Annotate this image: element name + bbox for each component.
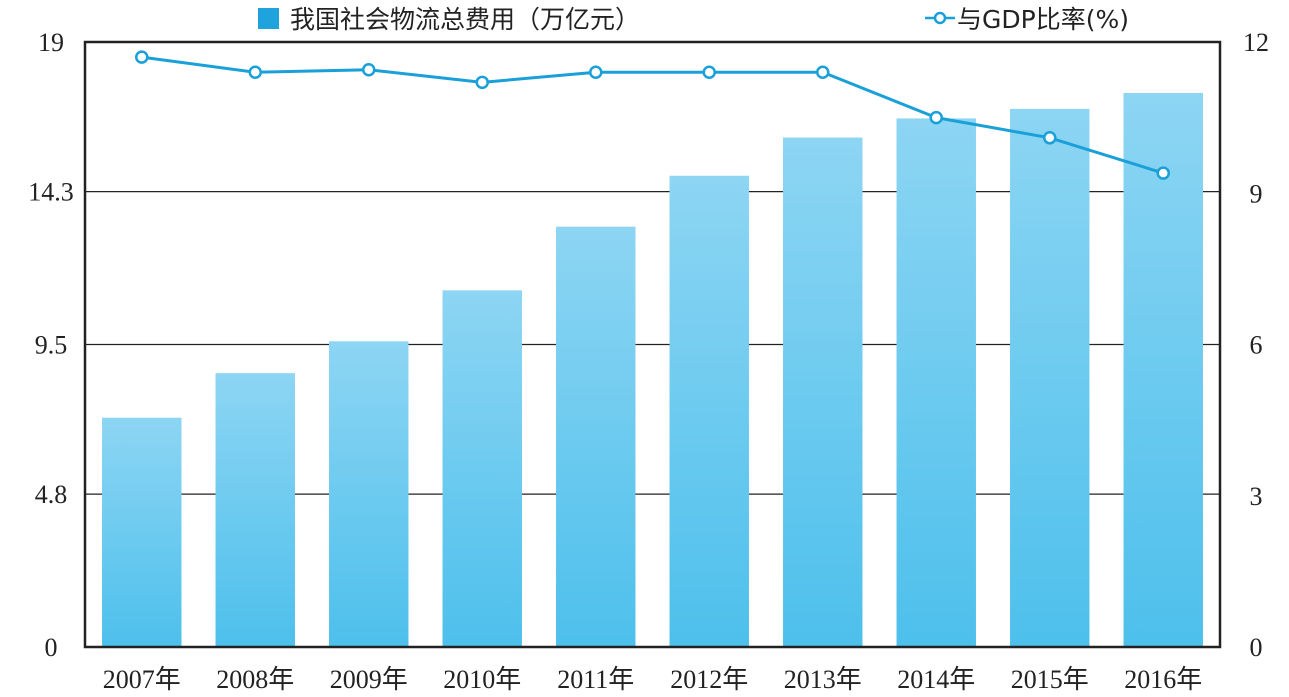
line-point: [1156, 166, 1170, 180]
x-tick-label: 2012年: [670, 665, 748, 694]
line-point: [816, 65, 830, 79]
left-axis: 0 4.8 9.5 14.3 19: [28, 28, 74, 662]
bar: [102, 417, 182, 647]
line-point: [362, 62, 376, 77]
line-point: [589, 65, 603, 79]
x-tick-label: 2009年: [330, 665, 408, 694]
bar: [783, 137, 863, 648]
bar-series: [102, 92, 1203, 648]
line-point: [702, 65, 716, 79]
bar: [442, 290, 522, 647]
legend-bar-label: 我国社会物流总费用（万亿元）: [290, 5, 640, 34]
bar: [215, 373, 295, 647]
right-tick-label: 0: [1250, 633, 1263, 662]
line-point: [1043, 131, 1057, 145]
right-tick-label: 12: [1243, 28, 1269, 57]
x-tick-label: 2007年: [103, 665, 181, 694]
line-point: [929, 110, 943, 125]
line-series: [135, 50, 1170, 180]
plot-frame: [83, 40, 1222, 649]
x-tick-label: 2011年: [557, 665, 634, 694]
left-tick-label: 14.3: [28, 178, 74, 207]
legend: 我国社会物流总费用（万亿元） 与GDP比率(%): [258, 5, 1129, 34]
left-tick-label: 19: [38, 28, 64, 57]
bar: [1123, 92, 1203, 647]
x-tick-label: 2010年: [443, 665, 521, 694]
right-tick-label: 6: [1250, 331, 1263, 360]
bar: [896, 118, 976, 648]
x-tick-label: 2015年: [1011, 665, 1089, 694]
series-line: [141, 55, 1164, 175]
line-point: [475, 75, 489, 90]
x-tick-label: 2013年: [784, 665, 862, 694]
x-tick-label: 2014年: [897, 665, 975, 694]
x-tick-label: 2016年: [1124, 665, 1202, 694]
right-tick-label: 9: [1250, 179, 1263, 208]
right-tick-label: 3: [1250, 482, 1263, 511]
left-tick-label: 0: [45, 633, 58, 662]
bar: [669, 175, 749, 647]
bar: [329, 341, 409, 647]
bar: [556, 226, 636, 647]
left-tick-label: 9.5: [35, 331, 68, 360]
right-axis: 0 3 6 9 12: [1243, 28, 1269, 662]
legend-bar-swatch: [258, 8, 279, 29]
left-tick-label: 4.8: [35, 480, 68, 509]
legend-line-label: 与GDP比率(%): [957, 5, 1129, 34]
legend-line-marker: [933, 11, 947, 25]
x-tick-label: 2008年: [216, 665, 294, 694]
bar: [1010, 108, 1090, 648]
line-point: [135, 50, 149, 64]
line-point: [248, 65, 262, 79]
x-axis: 2007年 2008年 2009年 2010年 2011年 2012年 2013年 2014年…: [103, 665, 1203, 694]
